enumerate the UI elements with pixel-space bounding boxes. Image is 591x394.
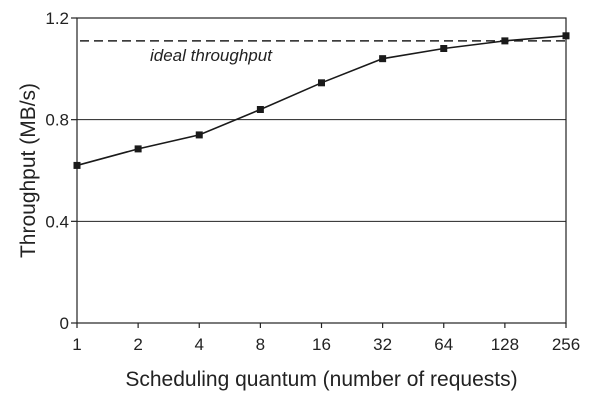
- y-tick-label: 0: [60, 314, 69, 333]
- x-tick-labels: 1 2 4 8 16 32 64 128 256: [72, 323, 580, 354]
- data-point-marker: [134, 145, 142, 153]
- x-tick-label: 2: [133, 335, 142, 354]
- x-tick-label: 4: [195, 335, 204, 354]
- data-point-marker: [379, 55, 387, 63]
- y-tick-label: 0.4: [45, 212, 69, 231]
- data-point-marker: [256, 106, 264, 113]
- data-point-marker: [195, 131, 203, 139]
- gridlines: [77, 119, 566, 222]
- series-layer: [73, 32, 570, 169]
- x-tick-label: 64: [434, 335, 453, 354]
- x-tick-label: 128: [491, 335, 519, 354]
- data-point-marker: [318, 79, 325, 87]
- y-axis-title: Throughput (MB/s): [17, 83, 40, 258]
- data-point-marker: [73, 161, 81, 169]
- y-tick-label: 0.8: [45, 111, 69, 130]
- x-tick-label: 256: [552, 335, 580, 354]
- data-point-marker: [501, 37, 509, 45]
- x-tick-label: 32: [373, 335, 392, 354]
- data-point-marker: [440, 45, 448, 52]
- x-tick-label: 8: [256, 335, 265, 354]
- reference-line-group: ideal throughput: [80, 40, 566, 65]
- x-tick-label: 1: [72, 335, 81, 354]
- ideal-throughput-label: ideal throughput: [150, 46, 273, 65]
- y-tick-label: 1.2: [45, 9, 69, 28]
- x-axis-title: Scheduling quantum (number of requests): [125, 368, 517, 391]
- y-tick-labels: 0 0.4 0.8 1.2: [45, 9, 77, 333]
- x-tick-label: 16: [312, 335, 331, 354]
- data-point-marker: [562, 32, 570, 40]
